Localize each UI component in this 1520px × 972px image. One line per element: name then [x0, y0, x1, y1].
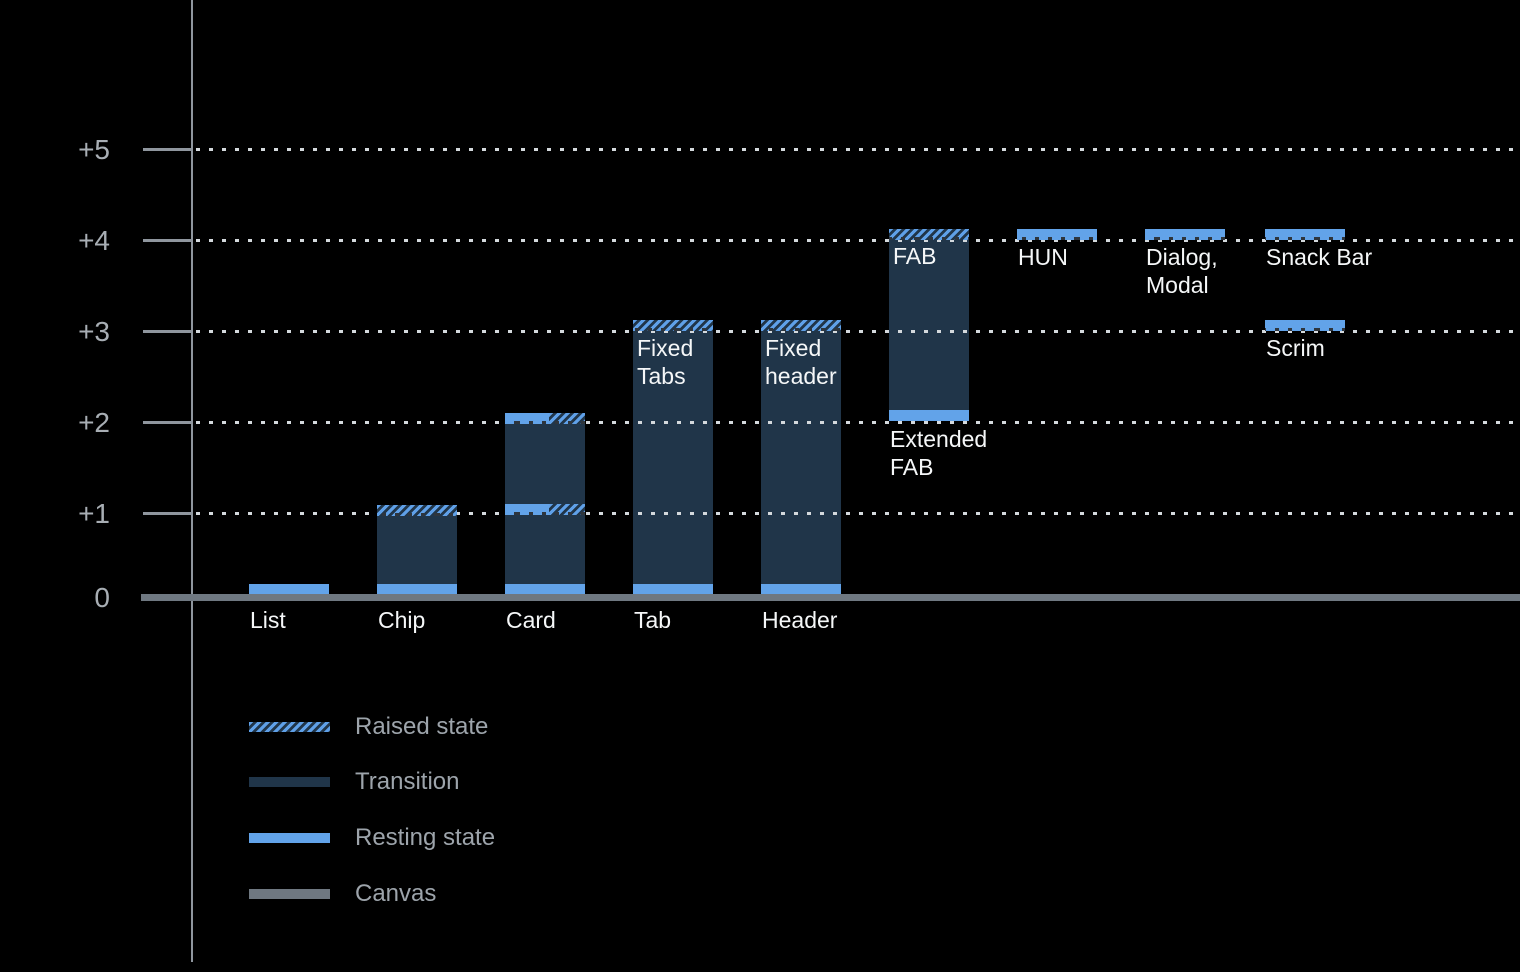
card-gridline-overlay-1 [505, 512, 585, 515]
fab-resting-strip [889, 410, 969, 421]
tab-resting-strip [633, 584, 713, 594]
card-raised-strip-mid [549, 504, 585, 515]
raised-state-swatch [249, 722, 330, 732]
y-tick-3 [143, 330, 192, 333]
header-resting-strip [761, 584, 841, 594]
raised-state-label: Raised state [355, 713, 489, 740]
hun-resting-strip [1017, 229, 1097, 240]
header-raised-strip [761, 320, 841, 331]
gridline-2 [196, 421, 1520, 424]
canvas-swatch [249, 889, 330, 899]
tab-inner-label: Fixed Tabs [637, 335, 694, 389]
y-tick-5 [143, 148, 192, 151]
tab-raised-strip [633, 320, 713, 331]
resting-state-swatch [249, 833, 330, 843]
fab-inner-label: FAB [893, 243, 937, 269]
y-tick-4 [143, 239, 192, 242]
scrim-resting-strip [1265, 320, 1345, 331]
chip-gridline-overlay [377, 513, 457, 516]
hun-gridline-overlay [1017, 237, 1097, 240]
gridline-4 [196, 239, 1520, 242]
tab-gridline-overlay [633, 328, 713, 331]
header-inner-label: Fixed header [765, 335, 837, 389]
y-tick-label-2: +2 [78, 407, 110, 438]
legend-item-resting-state: Resting state [249, 823, 495, 853]
chip-resting-strip [377, 584, 457, 594]
fab-raised-strip [889, 229, 969, 240]
y-axis-line [191, 0, 193, 962]
card-resting-strip-mid [505, 504, 549, 515]
y-tick-1 [143, 512, 192, 515]
snackbar-label: Snack Bar [1266, 244, 1373, 270]
card-gridline-overlay-2 [505, 421, 585, 424]
fab-transition-bar [889, 240, 969, 410]
header-gridline-overlay [761, 328, 841, 331]
header-transition-bar [761, 331, 841, 584]
resting-state-label: Resting state [355, 824, 496, 851]
card-transition-bar [505, 413, 585, 584]
card-resting-strip [505, 584, 585, 594]
y-tick-label-5: +5 [78, 134, 110, 165]
dialog-modal-label: Dialog, Modal [1146, 244, 1218, 298]
card-resting-strip-top [505, 413, 549, 424]
scrim-label: Scrim [1266, 335, 1325, 361]
list-resting-strip [249, 584, 329, 594]
chip-transition-bar [377, 516, 457, 584]
legend-item-transition: Transition [249, 767, 459, 797]
card-label: Card [506, 607, 556, 633]
scrim-gridline-overlay [1265, 328, 1345, 331]
transition-label: Transition [355, 768, 460, 795]
canvas-label: Canvas [355, 880, 437, 907]
legend-item-canvas: Canvas [249, 879, 436, 909]
extended-fab-label: Extended FAB [890, 426, 988, 480]
hun-label: HUN [1018, 244, 1068, 270]
canvas-baseline [141, 594, 1520, 601]
y-tick-label-4: +4 [78, 225, 110, 256]
transition-swatch [249, 777, 330, 787]
gridline-1 [196, 512, 1520, 515]
tab-transition-bar [633, 331, 713, 584]
list-label: List [250, 607, 286, 633]
chip-raised-strip [377, 505, 457, 516]
dialog-modal-resting-strip [1145, 229, 1225, 240]
dialog-gridline-overlay [1145, 237, 1225, 240]
y-tick-label-0: 0 [94, 582, 110, 613]
snackbar-gridline-overlay [1265, 237, 1345, 240]
snackbar-resting-strip [1265, 229, 1345, 240]
y-tick-2 [143, 421, 192, 424]
tab-label: Tab [634, 607, 672, 633]
header-label: Header [762, 607, 838, 633]
gridline-3 [196, 330, 1520, 333]
fab-gridline-overlay [889, 237, 969, 240]
card-raised-strip-top [549, 413, 585, 424]
chip-label: Chip [378, 607, 426, 633]
gridline-5 [196, 148, 1520, 151]
legend-item-raised-state: Raised state [249, 712, 488, 742]
y-tick-label-3: +3 [78, 316, 110, 347]
y-tick-label-1: +1 [78, 498, 110, 529]
